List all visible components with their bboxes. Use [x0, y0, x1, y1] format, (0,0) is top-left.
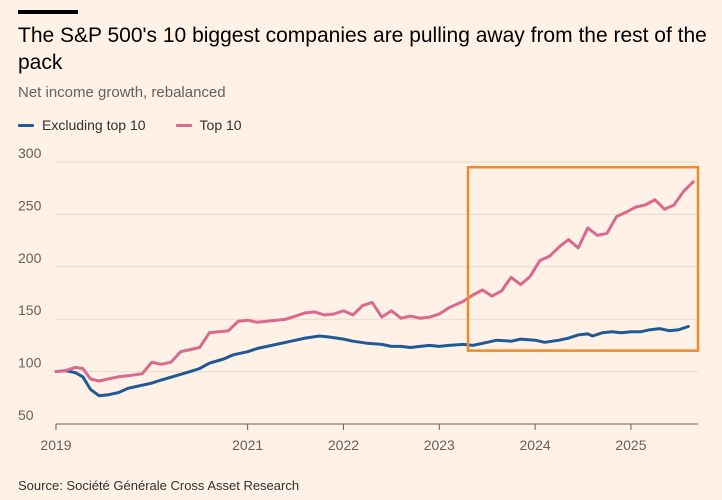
- legend: Excluding top 10 Top 10: [18, 117, 242, 133]
- source-note: Source: Société Générale Cross Asset Res…: [18, 478, 300, 493]
- x-tick-label-2022: 2022: [328, 437, 359, 453]
- x-tick-label-2025: 2025: [615, 437, 646, 453]
- x-tick-label-2019: 2019: [40, 437, 71, 453]
- x-tick-label-2023: 2023: [424, 437, 455, 453]
- legend-swatch-top-10: [175, 123, 192, 127]
- legend-item-top-10: Top 10: [175, 117, 242, 133]
- series-line-excluding-top-10: [54, 325, 690, 398]
- y-tick-label-250: 250: [18, 197, 42, 213]
- x-tick-label-2024: 2024: [520, 437, 551, 453]
- highlight-box: [466, 165, 700, 352]
- chart-title: The S&P 500's 10 biggest companies are p…: [18, 24, 707, 74]
- y-tick-label-200: 200: [18, 250, 42, 266]
- legend-label-top-10: Top 10: [199, 117, 242, 133]
- y-tick-label-50: 50: [18, 407, 34, 423]
- series-line-top-10: [54, 180, 695, 383]
- legend-label-excluding-top-10: Excluding top 10: [42, 117, 146, 133]
- y-tick-label-300: 300: [18, 145, 42, 161]
- legend-swatch-excluding-top-10: [18, 123, 34, 127]
- ft-top-rule: [18, 10, 78, 14]
- y-tick-label-100: 100: [18, 355, 42, 371]
- y-tick-label-150: 150: [18, 302, 42, 318]
- chart-subtitle: Net income growth, rebalanced: [18, 84, 226, 101]
- x-tick-label-2021: 2021: [232, 437, 263, 453]
- legend-item-excluding-top-10: Excluding top 10: [18, 117, 146, 133]
